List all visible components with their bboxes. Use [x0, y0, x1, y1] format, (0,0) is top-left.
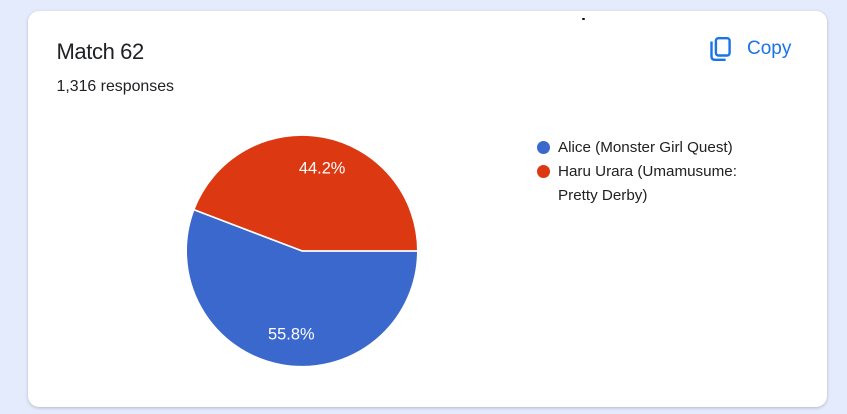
svg-text:55.8%: 55.8% — [268, 326, 314, 344]
svg-text:44.2%: 44.2% — [299, 160, 345, 178]
